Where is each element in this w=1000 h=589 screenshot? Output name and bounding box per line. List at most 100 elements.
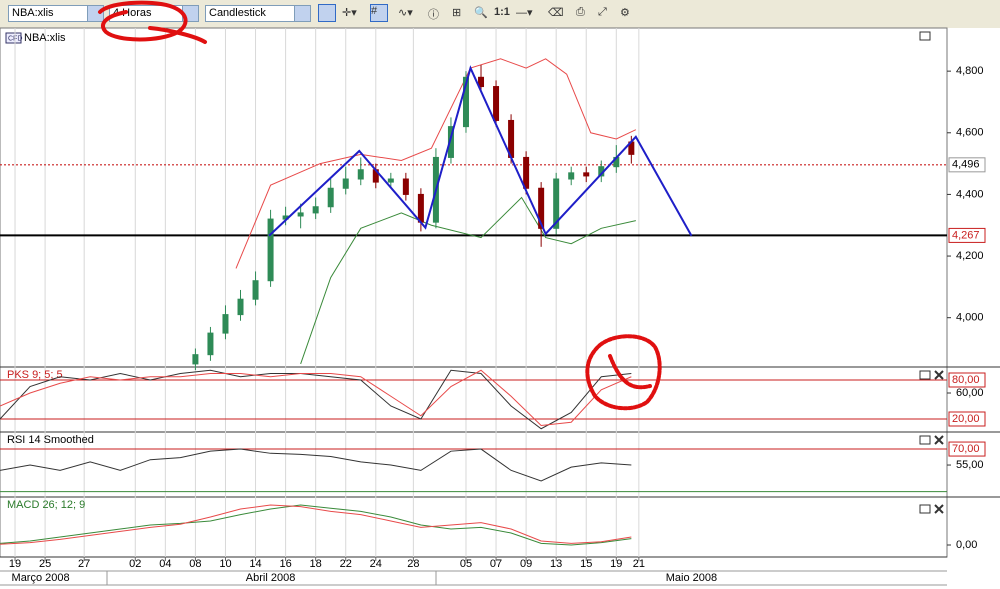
level-label-box [948, 441, 986, 457]
panel-title: NBA:xlis [24, 32, 66, 44]
candle-body [192, 354, 199, 365]
x-tick-label: 15 [580, 558, 592, 570]
candle-body [417, 193, 424, 223]
candle-body [523, 156, 530, 189]
scribble [585, 334, 662, 411]
candle-body [583, 172, 590, 177]
candle-body [342, 178, 349, 189]
candle-body [327, 187, 334, 208]
candle-body [447, 126, 454, 158]
candle-body [568, 172, 575, 180]
grid-tool[interactable]: # [370, 4, 388, 22]
x-tick-label: 05 [460, 558, 472, 570]
zoom-reset[interactable]: 1:1 [494, 6, 510, 18]
indicator-line [0, 504, 632, 546]
line-tool[interactable]: —▾ [516, 7, 533, 19]
x-tick-label: 02 [129, 558, 141, 570]
month-label: Março 2008 [12, 572, 70, 584]
x-tick-label: 19 [9, 558, 21, 570]
y-tick-label: 4,800 [956, 65, 984, 77]
candle-body [267, 218, 274, 282]
chart-background [0, 28, 1000, 589]
candle-body [252, 280, 259, 300]
info-tool[interactable]: ⓘ [428, 9, 439, 21]
x-tick-label: 22 [340, 558, 352, 570]
expand-tool[interactable]: ⤢ [598, 6, 607, 18]
indicator-line [0, 504, 632, 545]
indicator-line [0, 369, 632, 427]
maximize-button[interactable] [919, 435, 931, 445]
dropdown[interactable] [87, 6, 103, 21]
level-label: 20,00 [952, 413, 980, 425]
settings-tool[interactable]: ⚙ [620, 7, 630, 19]
level-label: 4,267 [952, 229, 980, 241]
eraser-tool[interactable]: ⌫ [548, 7, 564, 19]
zoom-area-tool[interactable]: ⊞ [452, 7, 462, 19]
y-tick-label: 55,00 [956, 459, 984, 471]
month-label: Abril 2008 [246, 572, 296, 584]
symbol-select[interactable]: NBA:xlis [8, 5, 104, 22]
maximize-button[interactable] [919, 31, 931, 41]
maximize-button[interactable] [919, 370, 931, 380]
x-tick-label: 28 [407, 558, 419, 570]
close-button[interactable] [934, 504, 944, 514]
candle-body [207, 332, 214, 356]
x-tick-label: 27 [78, 558, 90, 570]
x-tick-label: 19 [610, 558, 622, 570]
x-tick-label: 07 [490, 558, 502, 570]
level-label-box [948, 372, 986, 388]
candle-body [222, 314, 229, 334]
maximize-button[interactable] [919, 504, 931, 514]
dropdown[interactable] [294, 6, 310, 21]
symbol: NBA:xlis [12, 7, 54, 19]
candle-body [237, 298, 244, 316]
x-tick-label: 14 [249, 558, 261, 570]
y-tick-label: 4,600 [956, 127, 984, 139]
level-label: 70,00 [952, 443, 980, 455]
panel-title: RSI 14 Smoothed [7, 434, 94, 446]
pointer-tool[interactable] [318, 4, 336, 22]
candle-body [357, 169, 364, 180]
close-button[interactable] [934, 370, 944, 380]
month-label: Maio 2008 [666, 572, 717, 584]
toolbar: NBA:xlis 4 Horas Candlestick ✛▾ # ∿▾ ⓘ ⊞… [0, 0, 1000, 29]
candle-body [297, 212, 304, 217]
print-tool[interactable]: ⎙ [576, 6, 585, 18]
level-label-box [948, 157, 986, 173]
timeframe: 4 Horas [113, 7, 152, 19]
y-tick-label: 4,400 [956, 188, 984, 200]
candle-body [387, 178, 394, 183]
chart-style: Candlestick [209, 7, 266, 19]
x-tick-label: 09 [520, 558, 532, 570]
y-tick-label: 4,000 [956, 312, 984, 324]
zoom-tool[interactable]: 🔍 [474, 7, 488, 19]
y-tick-label: 60,00 [956, 387, 984, 399]
style-select[interactable]: Candlestick [205, 5, 311, 22]
indicator-line [300, 196, 636, 365]
y-tick-label: 4,200 [956, 250, 984, 262]
crosshair-tool[interactable]: ✛▾ [342, 7, 357, 19]
level-label: 80,00 [952, 374, 980, 386]
cfd-icon [5, 32, 22, 44]
candle-body [462, 76, 469, 128]
level-label-box [948, 411, 986, 427]
indicator-line [0, 369, 632, 430]
candle-body [478, 76, 485, 88]
x-tick-label: 16 [279, 558, 291, 570]
close-button[interactable] [934, 435, 944, 445]
indicator-line [235, 58, 637, 269]
freehand-scribbles [98, 0, 662, 411]
level-label-box [948, 227, 986, 243]
x-tick-label: 18 [310, 558, 322, 570]
indicator-tool[interactable]: ∿▾ [398, 7, 413, 19]
candle-body [553, 178, 560, 229]
scribble [98, 0, 207, 44]
panel-buttons [919, 31, 944, 514]
level-label: 4,496 [952, 159, 980, 171]
candle-body [402, 178, 409, 195]
x-tick-label: 04 [159, 558, 171, 570]
pattern-line [268, 65, 693, 237]
x-tick-label: 13 [550, 558, 562, 570]
